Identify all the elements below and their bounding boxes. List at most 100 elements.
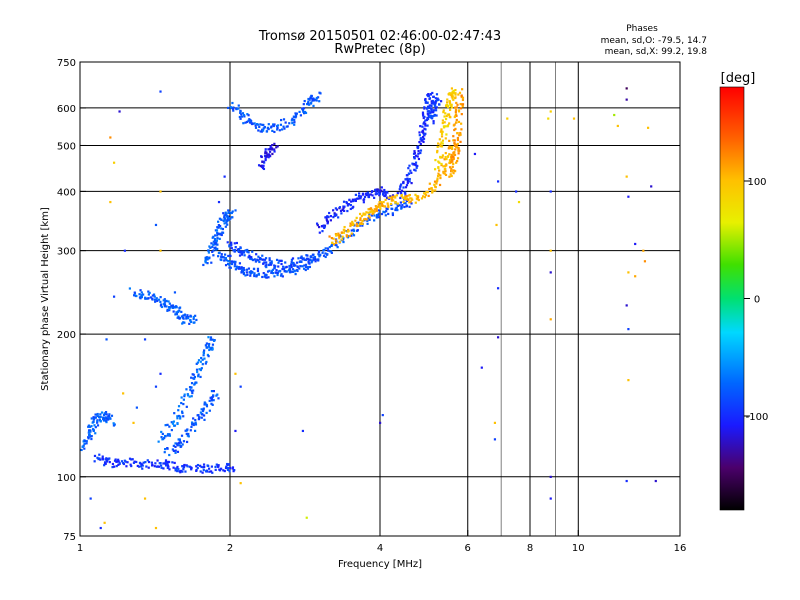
scatter-point: [496, 336, 500, 339]
trace-point: [156, 459, 159, 462]
trace-point: [216, 393, 219, 396]
trace-point: [263, 261, 266, 264]
trace-point: [434, 159, 437, 162]
trace-point: [104, 419, 108, 422]
trace-point: [458, 149, 461, 152]
scatter-point: [634, 275, 637, 278]
scatter-point: [159, 249, 162, 252]
trace-point: [383, 190, 386, 193]
trace-point: [333, 212, 336, 215]
trace-point: [435, 114, 438, 117]
trace-point: [300, 255, 303, 258]
trace-point: [195, 465, 198, 468]
x-tick-label: 1: [77, 543, 83, 554]
trace-point: [165, 305, 168, 308]
trace-point: [146, 459, 149, 462]
trace-point: [171, 304, 175, 307]
trace-point: [239, 246, 242, 250]
x-tick-label: 4: [377, 543, 383, 554]
trace-point: [389, 196, 392, 199]
trace-point: [381, 204, 384, 207]
trace-point: [182, 466, 186, 469]
trace-point: [371, 190, 374, 193]
trace-point: [332, 216, 335, 219]
trace-point: [434, 97, 437, 100]
trace-point: [111, 462, 115, 466]
trace-point: [208, 470, 211, 473]
trace-point: [103, 412, 106, 415]
trace-point: [234, 268, 237, 271]
trace-point: [460, 94, 463, 97]
trace-point: [380, 189, 383, 192]
trace-point: [288, 265, 291, 268]
trace-point: [239, 110, 242, 113]
trace-point: [205, 411, 208, 415]
scatter-point: [159, 90, 162, 93]
scatter-point: [223, 175, 226, 178]
trace-point: [132, 461, 136, 464]
trace-point: [249, 270, 253, 273]
trace-point: [457, 152, 460, 155]
trace-point: [224, 264, 228, 267]
colorbar-ticks: 100 0 -100: [744, 177, 768, 423]
trace-point: [264, 257, 268, 260]
colorbar-label: [deg]: [721, 71, 756, 86]
trace-point: [431, 99, 434, 103]
trace-point: [262, 160, 265, 163]
trace-point: [414, 201, 417, 204]
trace-point: [202, 263, 205, 267]
trace-point: [362, 212, 365, 215]
trace-point: [387, 205, 390, 209]
trace-point: [375, 209, 378, 212]
trace-point: [83, 439, 87, 443]
trace-point: [454, 106, 457, 109]
trace-point: [271, 148, 274, 151]
trace-point: [240, 271, 243, 274]
trace-point: [361, 222, 364, 226]
trace-point: [402, 180, 405, 184]
trace-point: [317, 259, 320, 262]
trace-point: [224, 466, 228, 470]
trace-point: [139, 297, 142, 300]
trace-point: [200, 416, 203, 419]
trace-point: [302, 103, 305, 106]
trace-point: [217, 224, 220, 227]
trace-point: [302, 107, 306, 110]
scatter-point: [118, 110, 121, 113]
trace-point: [199, 411, 202, 414]
trace-point: [421, 125, 424, 128]
trace-point: [293, 263, 296, 266]
trace-point: [384, 193, 387, 196]
trace-point: [398, 204, 401, 207]
trace-point: [293, 123, 296, 126]
trace-point: [199, 368, 202, 372]
trace-point: [135, 294, 138, 298]
trace-point: [459, 107, 463, 110]
trace-point: [194, 381, 197, 384]
trace-point: [153, 298, 157, 301]
trace-point: [102, 419, 106, 422]
scatter-point: [154, 223, 158, 227]
trace-point: [438, 169, 441, 172]
trace-point: [163, 302, 166, 305]
trace-point: [421, 129, 425, 132]
trace-point: [442, 165, 445, 168]
trace-point: [414, 193, 417, 196]
trace-point: [260, 130, 264, 133]
trace-point: [274, 265, 277, 268]
trace-point: [433, 168, 437, 171]
trace-point: [448, 92, 451, 95]
trace-point: [179, 445, 182, 449]
trace-point: [416, 164, 419, 168]
scatter-point: [493, 421, 497, 424]
trace-point: [455, 114, 458, 117]
x-tick-label: 8: [527, 543, 533, 554]
trace-point: [264, 151, 268, 155]
trace-point: [457, 146, 460, 150]
trace-point: [438, 103, 441, 106]
trace-point: [207, 467, 211, 470]
trace-point: [91, 428, 95, 431]
trace-point: [444, 164, 447, 167]
scatter-point: [239, 482, 242, 485]
trace-point: [202, 414, 206, 417]
